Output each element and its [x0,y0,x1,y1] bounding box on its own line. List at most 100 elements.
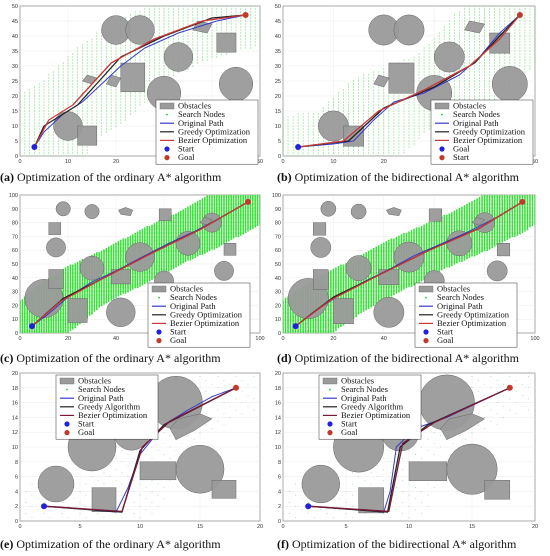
search-node [192,17,194,19]
search-node [139,44,141,46]
search-node [74,282,77,285]
search-node [81,276,84,279]
search-node [317,152,319,154]
search-node [192,50,194,52]
search-node [168,71,170,73]
search-node [48,98,50,100]
search-node [96,101,98,103]
search-node [448,23,450,25]
search-node [182,11,184,13]
search-node [197,35,199,37]
search-node [62,321,65,323]
search-node [453,17,455,19]
search-node [368,80,370,82]
search-node [40,323,43,326]
search-node [143,274,146,276]
search-node [20,300,21,303]
search-node [43,155,45,156]
search-node [101,113,103,115]
search-node [62,329,65,332]
search-node [143,238,146,241]
search-node [353,83,355,85]
search-node [393,125,395,127]
caption-letter-b: (b) [277,170,292,184]
legend-swatch-obstacles [434,102,450,110]
search-node [100,254,103,257]
search-node [494,62,496,64]
search-node [173,71,175,73]
search-node [67,71,69,73]
search-node [408,143,410,145]
search-node [43,110,45,112]
search-node [29,125,31,127]
search-node [76,275,79,278]
search-node [67,77,69,79]
search-node [52,318,55,321]
search-node [463,47,465,49]
search-node [474,20,475,22]
search-node [119,249,122,252]
search-node [71,281,74,283]
search-node [103,298,105,301]
search-node [122,249,125,252]
search-node [216,6,218,7]
search-node [115,254,117,257]
search-node [69,274,72,276]
search-node [52,329,55,332]
search-node [93,253,96,256]
search-node [77,59,79,61]
search-node [509,11,511,13]
search-node [93,305,96,308]
search-node [117,247,120,250]
search-node [134,279,137,282]
search-node [35,316,38,319]
search-node [484,80,486,82]
legend-entry: Search Nodes [453,109,500,119]
search-node [254,38,256,40]
search-node [33,119,35,121]
search-node [119,265,122,268]
search-node [91,307,93,310]
caption-text-b: Optimization of the bidirectional A* alg… [294,170,519,184]
search-node [448,20,450,22]
search-node [103,300,105,303]
search-node [26,319,29,322]
search-node [100,282,103,285]
search-node [373,80,375,82]
search-node [119,254,122,257]
search-node [64,318,67,321]
search-node [529,62,531,64]
search-node [77,71,79,73]
search-node [129,286,132,289]
search-node [332,146,334,148]
search-node [249,17,251,19]
search-node [83,279,86,282]
search-node [96,47,98,49]
search-node [453,23,455,25]
search-node [524,32,526,34]
search-node [67,68,69,70]
search-node [110,298,113,301]
panel-a: 0102030405005101520253035404550Obstacles… [0,0,275,186]
search-node [413,56,415,58]
search-node [136,238,139,241]
search-node [129,236,132,239]
search-node [141,282,144,285]
search-node [235,11,237,13]
search-node [168,17,170,19]
search-node [112,292,115,294]
search-node [107,270,110,272]
search-node [69,290,72,293]
search-node [29,119,31,121]
search-node [50,316,53,319]
search-node [88,293,91,296]
search-node [182,32,184,34]
search-node [21,301,24,304]
search-node [57,98,59,100]
search-node [499,56,501,58]
search-node [134,53,136,55]
search-node [458,17,460,19]
search-node [79,275,81,278]
search-node [534,44,535,46]
search-node [43,83,45,85]
